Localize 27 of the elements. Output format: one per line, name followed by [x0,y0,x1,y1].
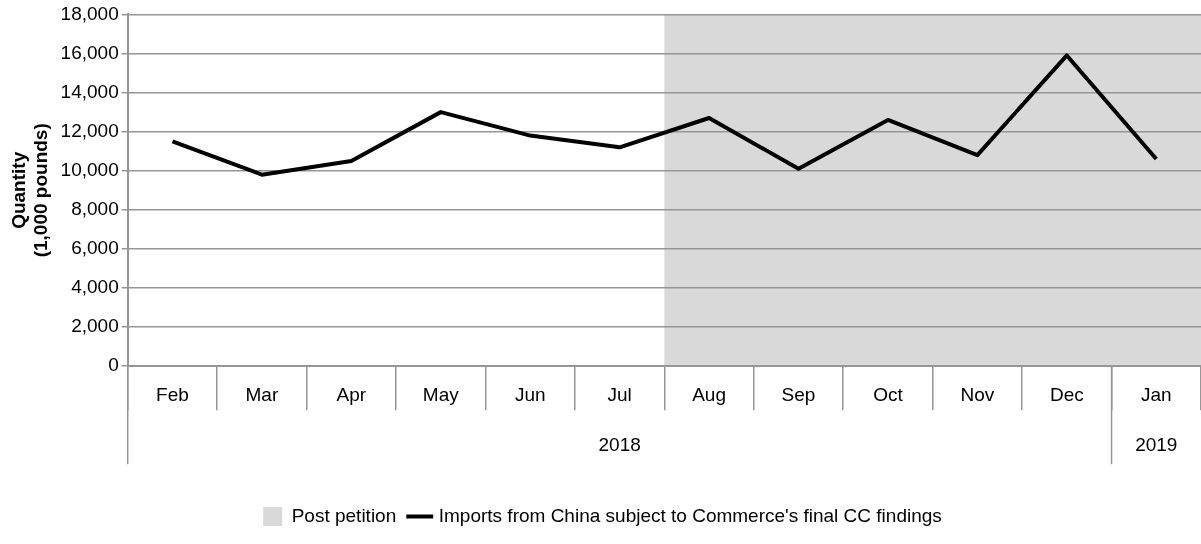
x-tick-label: May [422,383,460,405]
x-tick-label: Sep [781,383,816,405]
y-tick-label: 12,000 [60,119,119,141]
y-tick-label: 18,000 [60,2,119,24]
legend-label: Imports from China subject to Commerce's final CC findings [438,504,942,526]
x-tick-label: Aug [692,383,726,405]
y-tick-label: 6,000 [71,237,119,259]
legend-label: Post petition [291,504,397,526]
y-axis-title: Quantity (1,000 pounds) [7,123,52,258]
y-tick-label: 16,000 [60,41,119,63]
x-tick-label: Dec [1049,383,1084,405]
x-tick-label: Apr [336,383,367,405]
x-tick-label: Jan [1140,383,1172,405]
x-tick-label: Feb [156,383,189,405]
x-tick-label: Jul [607,383,632,405]
text: 2019 [1135,434,1178,456]
y-tick-label: 10,000 [60,158,119,180]
text: 2018 [598,434,641,456]
x-tick-label: Oct [873,383,904,405]
y-tick-label: 4,000 [71,276,119,298]
y-tick-label: 14,000 [60,80,119,102]
x-tick-label: Jun [514,383,546,405]
y-tick-label: 0 [108,354,119,376]
x-tick-label: Nov [960,383,995,405]
x-tick-label: Mar [245,383,279,405]
y-tick-label: 8,000 [71,198,119,220]
y-tick-label: 2,000 [71,315,119,337]
